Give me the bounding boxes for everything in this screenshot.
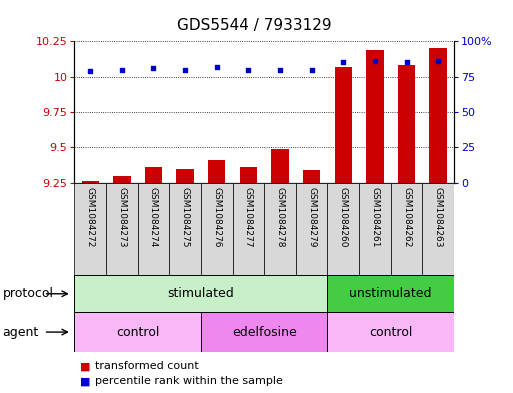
Text: GSM1084272: GSM1084272 — [86, 187, 95, 248]
Bar — [137, 183, 169, 275]
Bar — [208, 160, 225, 183]
Bar — [145, 167, 162, 183]
Bar — [169, 183, 201, 275]
Text: edelfosine: edelfosine — [232, 325, 297, 339]
Text: ■: ■ — [80, 361, 90, 371]
Bar — [398, 65, 415, 183]
Bar — [74, 275, 327, 312]
Bar — [271, 149, 289, 183]
Text: GSM1084273: GSM1084273 — [117, 187, 126, 248]
Point — [434, 58, 442, 64]
Text: GSM1084263: GSM1084263 — [433, 187, 443, 248]
Text: percentile rank within the sample: percentile rank within the sample — [95, 376, 283, 386]
Point — [307, 66, 315, 73]
Text: GSM1084277: GSM1084277 — [244, 187, 253, 248]
Bar — [366, 50, 384, 183]
Point — [181, 66, 189, 73]
Bar — [264, 183, 296, 275]
Bar — [422, 183, 454, 275]
Text: GSM1084262: GSM1084262 — [402, 187, 411, 248]
Point — [212, 64, 221, 70]
Text: GSM1084279: GSM1084279 — [307, 187, 316, 248]
Text: unstimulated: unstimulated — [349, 287, 432, 300]
Point — [117, 66, 126, 73]
Text: GSM1084275: GSM1084275 — [181, 187, 190, 248]
Bar — [201, 183, 232, 275]
Bar — [334, 67, 352, 183]
Bar — [74, 183, 106, 275]
Bar — [327, 275, 454, 312]
Point — [339, 59, 347, 66]
Bar — [232, 183, 264, 275]
Bar — [327, 312, 454, 352]
Text: stimulated: stimulated — [168, 287, 234, 300]
Bar — [176, 169, 194, 183]
Text: ■: ■ — [80, 376, 90, 386]
Bar — [82, 181, 99, 183]
Bar — [201, 312, 327, 352]
Bar — [359, 183, 391, 275]
Bar — [240, 167, 257, 183]
Bar — [106, 183, 137, 275]
Point — [149, 65, 157, 71]
Bar — [327, 183, 359, 275]
Bar — [391, 183, 422, 275]
Point — [276, 66, 284, 73]
Text: GSM1084276: GSM1084276 — [212, 187, 221, 248]
Bar — [303, 170, 320, 183]
Text: agent: agent — [3, 325, 39, 339]
Text: GSM1084274: GSM1084274 — [149, 187, 158, 248]
Text: control: control — [369, 325, 412, 339]
Text: GSM1084278: GSM1084278 — [275, 187, 285, 248]
Text: GSM1084261: GSM1084261 — [370, 187, 380, 248]
Bar — [429, 48, 447, 183]
Point — [371, 58, 379, 64]
Bar — [74, 312, 201, 352]
Bar — [113, 176, 130, 183]
Text: transformed count: transformed count — [95, 361, 199, 371]
Point — [86, 68, 94, 74]
Text: GDS5544 / 7933129: GDS5544 / 7933129 — [177, 18, 331, 33]
Text: GSM1084260: GSM1084260 — [339, 187, 348, 248]
Point — [402, 59, 410, 66]
Text: protocol: protocol — [3, 287, 53, 300]
Bar — [296, 183, 327, 275]
Text: control: control — [116, 325, 160, 339]
Point — [244, 66, 252, 73]
